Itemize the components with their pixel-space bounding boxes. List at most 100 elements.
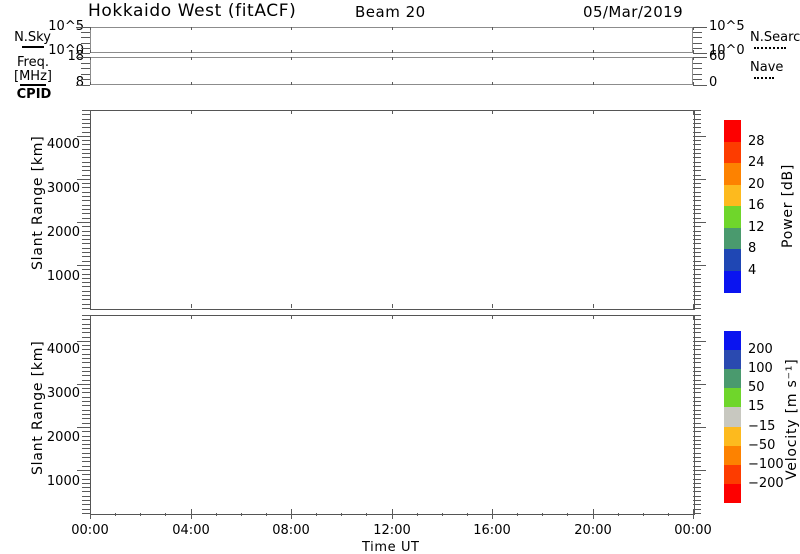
velocity-xtick-top: [191, 315, 192, 319]
freq-bottom-xtick: [392, 82, 393, 85]
xaxis-title: Time UT: [362, 540, 420, 554]
cpid-label: CPID: [16, 87, 52, 102]
power-minor-tick-right: [693, 192, 701, 193]
power-minor-tick-right: [693, 239, 701, 240]
power-minor-tick-right: [693, 114, 701, 115]
power-xtick-bottom: [90, 304, 91, 308]
velocity-ytick-1000: 1000: [46, 474, 80, 489]
nsearch-line-swatch: [754, 46, 786, 49]
velocity-minor-tick-left: [82, 405, 90, 406]
noise-minor-tick-right: [693, 48, 702, 49]
noise-major-tick-left: [76, 27, 90, 28]
power-colorbar-tick-label: 4: [748, 262, 757, 278]
velocity-colorbar-label: Velocity [m s⁻¹]: [784, 358, 800, 480]
freq-label-line2: [MHz]: [14, 68, 52, 84]
velocity-minor-tick-left: [82, 448, 90, 449]
power-minor-tick-right: [693, 261, 701, 262]
velocity-minor-tick-left: [82, 444, 90, 445]
power-minor-tick-left: [82, 295, 90, 296]
power-minor-tick-right: [693, 149, 701, 150]
velocity-minor-tick-right: [693, 324, 701, 325]
noise-minor-tick-right: [693, 32, 702, 33]
velocity-minor-tick-left: [82, 461, 90, 462]
velocity-colorbar-color-segment: [724, 445, 741, 466]
noise-top-xtick: [90, 27, 91, 30]
power-xtick-bottom: [392, 304, 393, 308]
velocity-minor-tick-left: [82, 509, 90, 510]
power-minor-tick-left: [82, 166, 90, 167]
nsearch-label: N.Search: [750, 30, 800, 45]
xaxis-major-tick: [191, 513, 192, 519]
freq-line-swatch: [20, 84, 46, 87]
power-minor-tick-left: [82, 231, 90, 232]
xaxis-minor-tick: [442, 513, 443, 516]
power-ytick-1000: 1000: [46, 269, 80, 284]
freq-major-tick-left: [76, 57, 90, 58]
freq-minor-tick-right: [693, 63, 702, 64]
freq-bottom-xtick: [191, 82, 192, 85]
velocity-colorbar-tick-label: 15: [748, 399, 765, 415]
velocity-colorbar-tick-label: 50: [748, 380, 765, 396]
freq-bottom-xtick: [492, 82, 493, 85]
xaxis-minor-tick: [668, 513, 669, 516]
power-colorbar-color-segment: [724, 249, 741, 271]
velocity-xtick-top: [291, 315, 292, 319]
power-minor-tick-right: [693, 196, 701, 197]
xaxis-tick-label: 08:00: [272, 523, 310, 538]
velocity-minor-tick-left: [82, 397, 90, 398]
freq-major-tick-right: [693, 57, 707, 58]
power-minor-tick-left: [82, 226, 90, 227]
freq-minor-tick-left: [81, 74, 90, 75]
power-major-tick-right: [693, 222, 706, 223]
power-panel: [90, 110, 695, 310]
power-colorbar-color-segment: [724, 120, 741, 142]
power-minor-tick-left: [82, 175, 90, 176]
power-colorbar-tick-label: 12: [748, 219, 765, 235]
velocity-minor-tick-right: [693, 440, 701, 441]
power-colorbar-tick-label: 8: [748, 241, 757, 256]
power-colorbar-label: Power [dB]: [780, 163, 796, 248]
freq-top-xtick: [191, 57, 192, 60]
power-colorbar-tick-label: 24: [748, 155, 765, 170]
noise-top-xtick: [392, 27, 393, 30]
power-minor-tick-left: [82, 192, 90, 193]
velocity-minor-tick-left: [82, 367, 90, 368]
velocity-xtick-bottom: [392, 509, 393, 513]
power-minor-tick-left: [82, 213, 90, 214]
velocity-major-tick-left: [77, 384, 90, 385]
noise-minor-tick-left: [81, 48, 90, 49]
power-major-tick-left: [77, 265, 90, 266]
power-minor-tick-right: [693, 144, 701, 145]
velocity-minor-tick-left: [82, 474, 90, 475]
power-minor-tick-right: [693, 153, 701, 154]
power-colorbar-color-segment: [724, 141, 741, 164]
freq-minor-tick-left: [81, 68, 90, 69]
power-minor-tick-left: [82, 170, 90, 171]
noise-major-tick-right: [693, 27, 707, 28]
velocity-xtick-top: [492, 315, 493, 319]
power-xtick-top: [593, 110, 594, 114]
velocity-minor-tick-left: [82, 371, 90, 372]
velocity-ytick-3000: 3000: [46, 386, 80, 401]
velocity-major-tick-right: [693, 427, 706, 428]
page-title: Hokkaido West (fitACF): [88, 1, 297, 21]
noise-bottom-xtick: [191, 50, 192, 53]
freq-major-tick-left: [76, 85, 90, 86]
velocity-minor-tick-right: [693, 483, 701, 484]
power-minor-tick-right: [693, 282, 701, 283]
power-minor-tick-right: [693, 308, 701, 309]
velocity-minor-tick-right: [693, 461, 701, 462]
power-minor-tick-right: [693, 231, 701, 232]
velocity-minor-tick-right: [693, 453, 701, 454]
power-minor-tick-right: [693, 110, 701, 111]
power-colorbar-tick-label: 20: [748, 176, 765, 192]
velocity-minor-tick-right: [693, 367, 701, 368]
nave-line-swatch: [754, 76, 774, 79]
power-colorbar-tick-label: 16: [748, 198, 765, 213]
velocity-minor-tick-left: [82, 392, 90, 393]
power-minor-tick-left: [82, 183, 90, 184]
power-minor-tick-left: [82, 239, 90, 240]
velocity-minor-tick-right: [693, 392, 701, 393]
power-minor-tick-right: [693, 170, 701, 171]
power-minor-tick-left: [82, 243, 90, 244]
